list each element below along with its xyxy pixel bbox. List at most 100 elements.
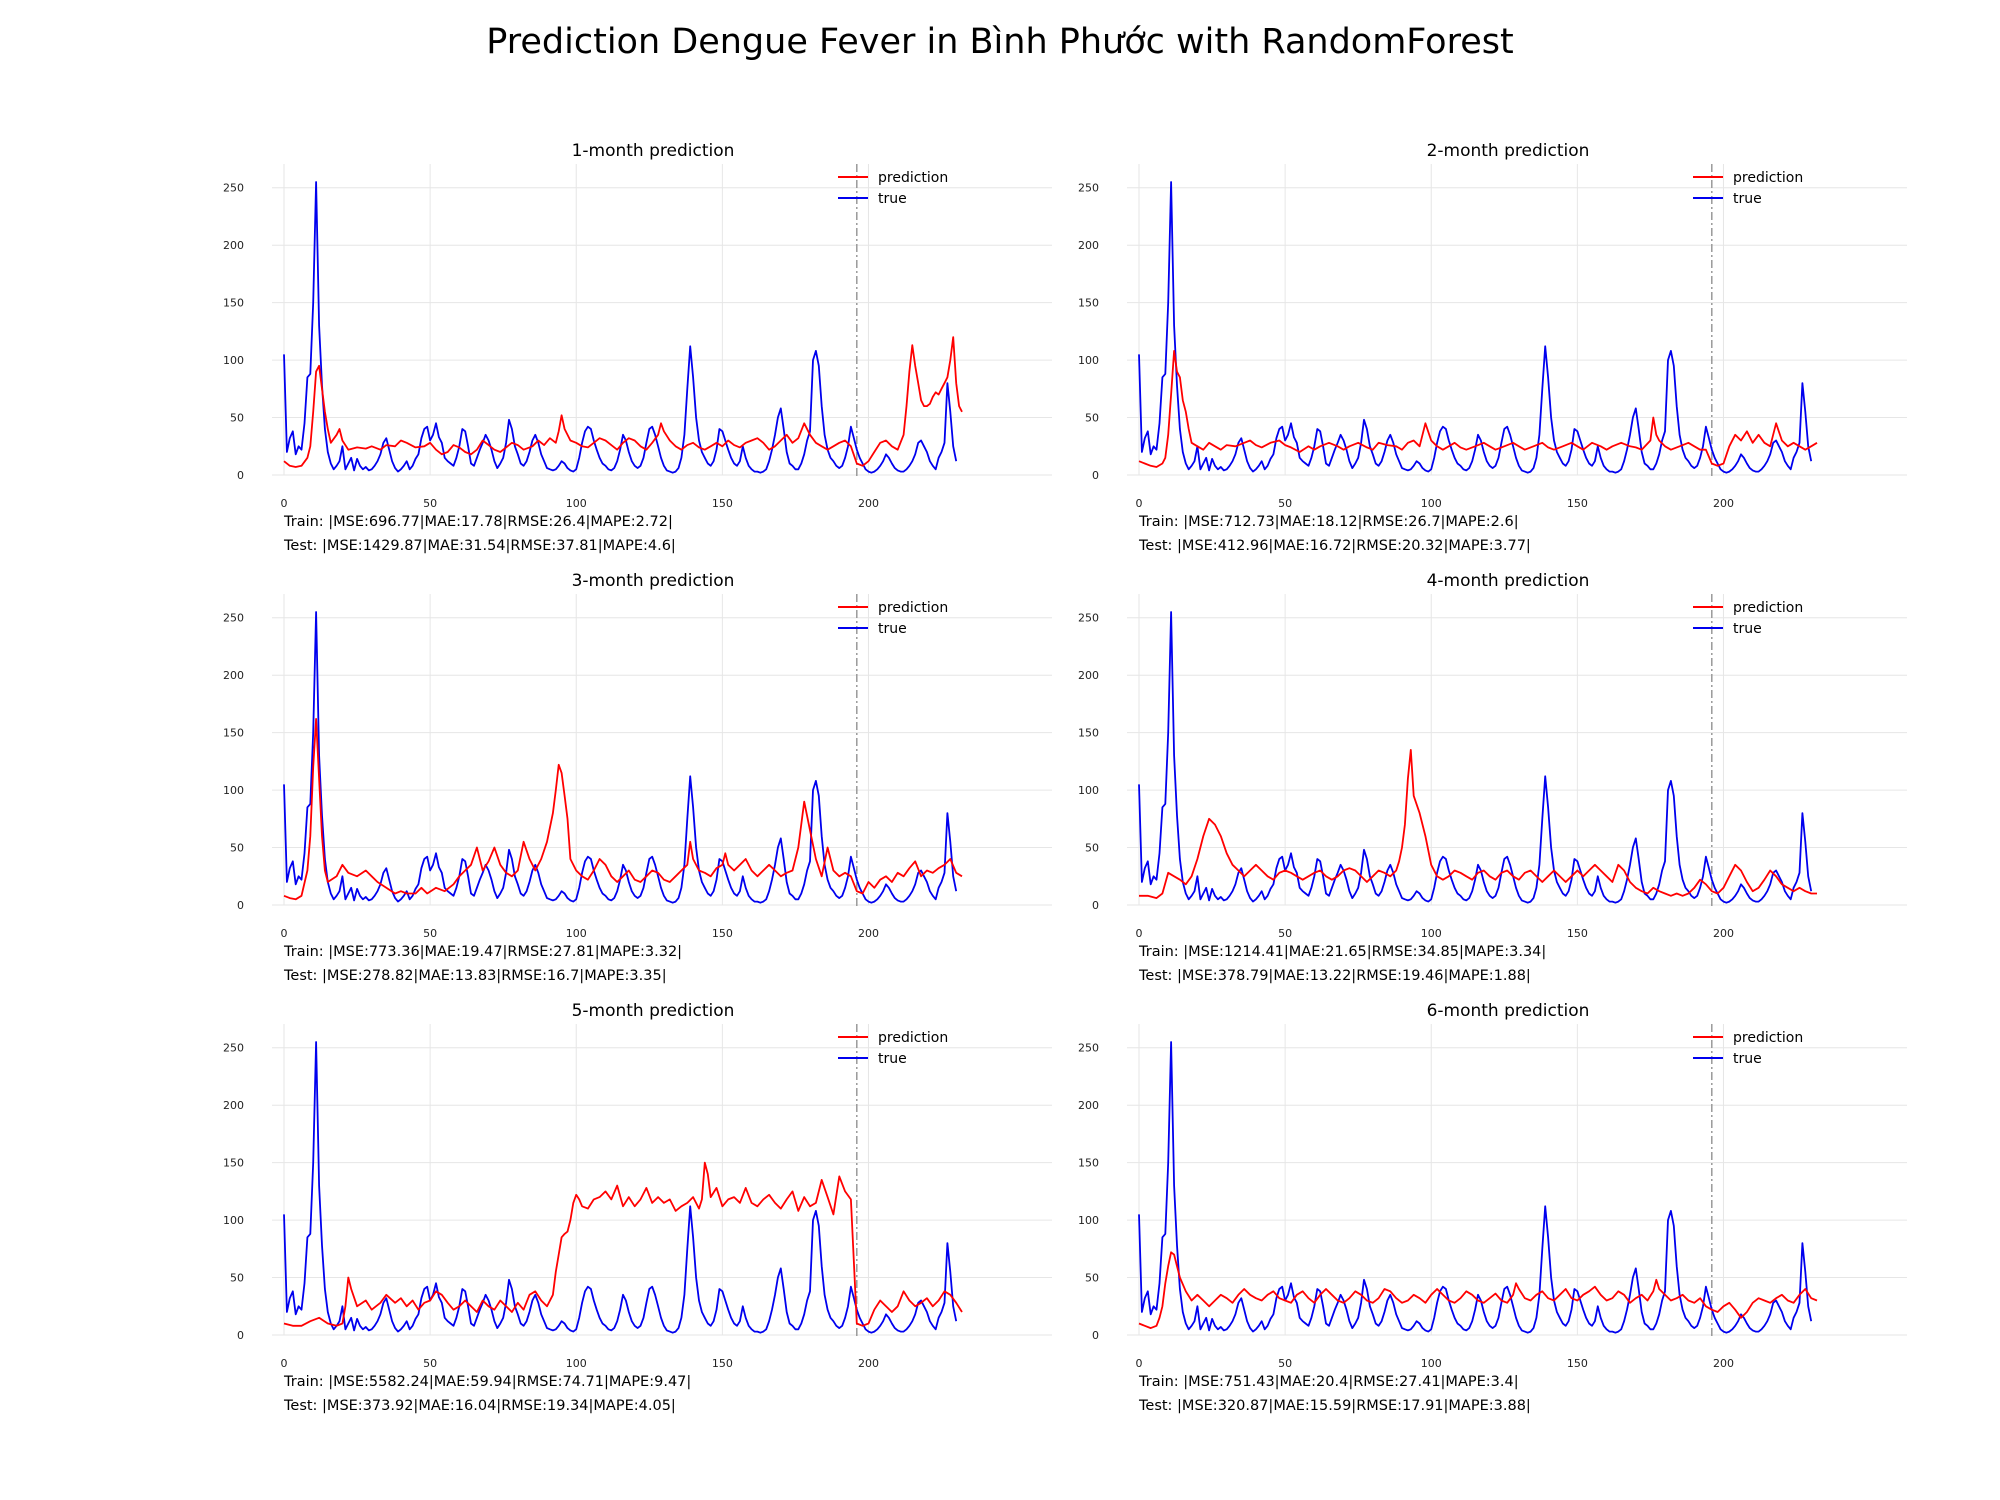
x-tick-label: 200 <box>858 497 879 510</box>
y-tick-label: 100 <box>1078 1214 1099 1227</box>
chart-5: 0 50 100 150 200 0 50 100 150 200 250 5-month predi… <box>223 1001 1052 1370</box>
chart-panel-5: 0 50 100 150 200 0 50 100 150 200 250 5-month predi… <box>200 1001 1052 1432</box>
y-tick-label: 150 <box>223 297 244 310</box>
true-series-line <box>1138 611 1813 904</box>
y-tick-label: 100 <box>223 1214 244 1227</box>
legend-prediction-label: prediction <box>1733 600 1803 616</box>
chart-1: 0 50 100 150 200 0 50 100 150 200 250 1-month predi… <box>223 141 1052 510</box>
legend-prediction-label: prediction <box>1733 1030 1803 1046</box>
x-tick-label: 0 <box>1136 497 1143 510</box>
prediction-series-line <box>283 1161 963 1327</box>
x-tick-label: 50 <box>423 497 437 510</box>
y-tick-label: 250 <box>1078 182 1099 195</box>
legend-prediction-label: prediction <box>878 170 948 186</box>
chart-title: 6-month prediction <box>1427 1001 1590 1021</box>
true-series-line <box>1138 1041 1813 1334</box>
y-tick-label: 50 <box>1085 842 1099 855</box>
x-tick-label: 50 <box>1278 927 1292 940</box>
y-tick-label: 50 <box>230 412 244 425</box>
x-tick-label: 200 <box>1713 497 1734 510</box>
legend-true-label: true <box>1733 1051 1762 1067</box>
y-tick-label: 200 <box>1078 1099 1099 1112</box>
chart-title: 5-month prediction <box>572 1001 735 1021</box>
chart-panel-1: 0 50 100 150 200 0 50 100 150 200 250 1-month predi… <box>200 141 1052 572</box>
y-tick-label: 200 <box>1078 669 1099 682</box>
x-tick-label: 100 <box>1421 497 1442 510</box>
prediction-series-line <box>1139 748 1817 900</box>
prediction-series-line <box>1138 1251 1818 1330</box>
x-tick-label: 100 <box>1421 927 1442 940</box>
test-metrics-6: Test: |MSE:320.87|MAE:15.59|RMSE:17.91|M… <box>1139 1398 1531 1414</box>
x-tick-label: 150 <box>712 497 733 510</box>
y-tick-label: 0 <box>1092 469 1099 482</box>
test-metrics-1: Test: |MSE:1429.87|MAE:31.54|RMSE:37.81|… <box>284 538 676 554</box>
train-metrics-4: Train: |MSE:1214.41|MAE:21.65|RMSE:34.85… <box>1139 944 1547 960</box>
legend-prediction-label: prediction <box>878 600 948 616</box>
x-tick-label: 0 <box>1136 1357 1143 1370</box>
chart-title: 2-month prediction <box>1427 141 1590 161</box>
test-metrics-3: Test: |MSE:278.82|MAE:13.83|RMSE:16.7|MA… <box>284 968 667 984</box>
y-tick-label: 0 <box>237 1329 244 1342</box>
y-tick-label: 250 <box>223 182 244 195</box>
y-tick-label: 250 <box>1078 1042 1099 1055</box>
y-tick-label: 200 <box>1078 239 1099 252</box>
chart-title: 4-month prediction <box>1427 571 1590 591</box>
y-tick-label: 100 <box>223 784 244 797</box>
true-series-line <box>283 181 958 474</box>
y-tick-label: 200 <box>223 1099 244 1112</box>
legend-true-label: true <box>878 621 907 637</box>
y-tick-label: 250 <box>223 612 244 625</box>
x-tick-label: 150 <box>1567 1357 1588 1370</box>
y-tick-label: 50 <box>230 1272 244 1285</box>
y-tick-label: 250 <box>223 1042 244 1055</box>
y-tick-label: 50 <box>1085 412 1099 425</box>
y-tick-label: 50 <box>230 842 244 855</box>
x-tick-label: 0 <box>281 1357 288 1370</box>
y-tick-label: 150 <box>1078 297 1099 310</box>
chart-panel-4: 0 50 100 150 200 0 50 100 150 200 250 4-month predi… <box>1055 571 1907 1002</box>
prediction-series-line <box>283 336 963 468</box>
train-metrics-1: Train: |MSE:696.77|MAE:17.78|RMSE:26.4|M… <box>284 514 673 530</box>
true-series-line <box>283 1041 958 1334</box>
chart-6: 0 50 100 150 200 0 50 100 150 200 250 6-month predi… <box>1078 1001 1907 1370</box>
x-tick-label: 0 <box>1136 927 1143 940</box>
y-tick-label: 0 <box>1092 899 1099 912</box>
x-tick-label: 50 <box>423 927 437 940</box>
legend-prediction-label: prediction <box>878 1030 948 1046</box>
legend-true-label: true <box>1733 621 1762 637</box>
y-tick-label: 0 <box>237 899 244 912</box>
train-metrics-3: Train: |MSE:773.36|MAE:19.47|RMSE:27.81|… <box>284 944 683 960</box>
x-tick-label: 50 <box>1278 497 1292 510</box>
x-tick-label: 150 <box>1567 927 1588 940</box>
y-tick-label: 100 <box>1078 784 1099 797</box>
x-tick-label: 100 <box>566 1357 587 1370</box>
chart-2: 0 50 100 150 200 0 50 100 150 200 250 2-month predi… <box>1078 141 1907 510</box>
y-tick-label: 0 <box>237 469 244 482</box>
legend-true-label: true <box>1733 191 1762 207</box>
train-metrics-6: Train: |MSE:751.43|MAE:20.4|RMSE:27.41|M… <box>1139 1374 1519 1390</box>
prediction-series-line <box>1138 349 1818 468</box>
test-metrics-2: Test: |MSE:412.96|MAE:16.72|RMSE:20.32|M… <box>1139 538 1531 554</box>
x-tick-label: 100 <box>566 497 587 510</box>
y-tick-label: 200 <box>223 239 244 252</box>
x-tick-label: 200 <box>1713 1357 1734 1370</box>
y-tick-label: 250 <box>1078 612 1099 625</box>
true-series-line <box>283 611 958 904</box>
y-tick-label: 150 <box>223 1157 244 1170</box>
x-tick-label: 150 <box>1567 497 1588 510</box>
legend-true-label: true <box>878 1051 907 1067</box>
test-metrics-5: Test: |MSE:373.92|MAE:16.04|RMSE:19.34|M… <box>284 1398 676 1414</box>
y-tick-label: 150 <box>1078 1157 1099 1170</box>
train-metrics-2: Train: |MSE:712.73|MAE:18.12|RMSE:26.7|M… <box>1139 514 1519 530</box>
x-tick-label: 100 <box>1421 1357 1442 1370</box>
x-tick-label: 200 <box>858 1357 879 1370</box>
chart-3: 0 50 100 150 200 0 50 100 150 200 250 3-month predi… <box>223 571 1052 940</box>
legend-true-label: true <box>878 191 907 207</box>
y-tick-label: 50 <box>1085 1272 1099 1285</box>
chart-panel-3: 0 50 100 150 200 0 50 100 150 200 250 3-month predi… <box>200 571 1052 1002</box>
x-tick-label: 200 <box>1713 927 1734 940</box>
test-metrics-4: Test: |MSE:378.79|MAE:13.22|RMSE:19.46|M… <box>1139 968 1531 984</box>
x-tick-label: 200 <box>858 927 879 940</box>
y-tick-label: 150 <box>1078 727 1099 740</box>
legend-prediction-label: prediction <box>1733 170 1803 186</box>
